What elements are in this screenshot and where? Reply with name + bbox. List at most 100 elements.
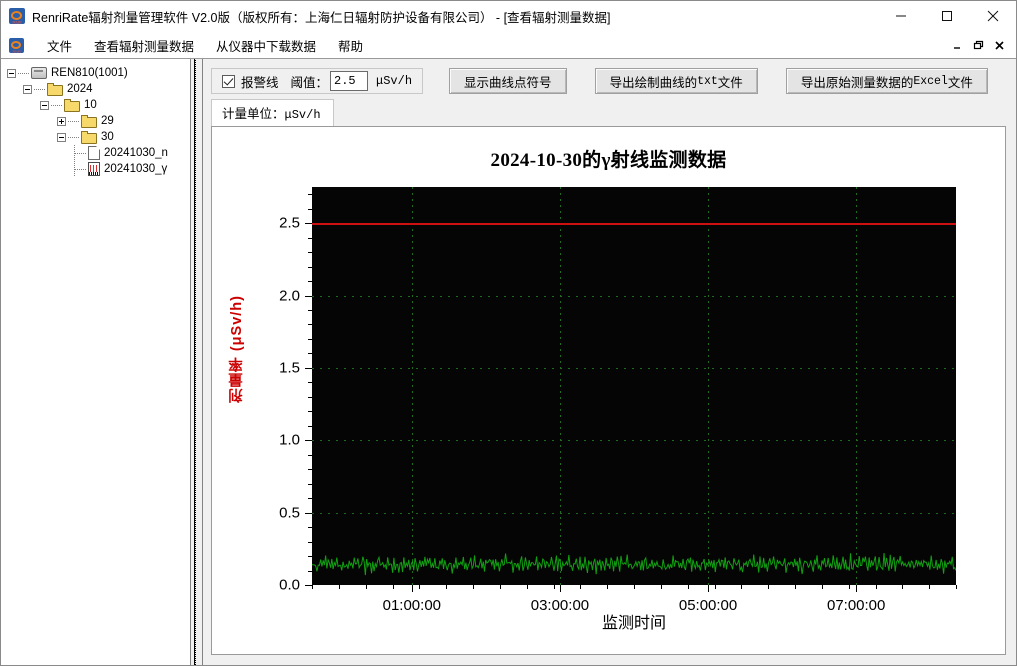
tree-node-device[interactable]: REN810(1001)	[7, 65, 190, 81]
show-curve-symbols-button[interactable]: 显示曲线点符号	[449, 68, 567, 94]
x-tick-mark	[708, 585, 710, 592]
menu-item-file[interactable]: 文件	[47, 39, 73, 54]
tree-node-label: 20241030_γ	[104, 163, 168, 175]
folder-icon	[81, 114, 97, 128]
x-tick-minor	[634, 585, 635, 589]
x-tick-minor	[553, 585, 555, 589]
data-view-panel: 报警线 阈值： 2.5 μSv/h 显示曲线点符号 导出绘制曲线的 txt 文件 导…	[203, 59, 1016, 665]
menu-item-view-data[interactable]: 查看辐射测量数据	[94, 39, 195, 54]
tree-node-year[interactable]: 2024	[7, 81, 190, 97]
chart-frame: 2024-10-30的γ射线监测数据 剂量率 (μSv/h) 0.0 0.5 1.0…	[211, 126, 1006, 655]
tree-node-day-29[interactable]: 29	[7, 113, 190, 129]
series-gamma-dose-rate	[312, 553, 956, 576]
file-icon	[88, 146, 100, 160]
folder-icon	[64, 98, 80, 112]
unit-tab[interactable]: 计量单位：μSv/h	[211, 99, 334, 126]
grid-line-horizontal	[312, 440, 956, 442]
expander-minus-icon[interactable]	[23, 84, 32, 94]
renri-logo-icon	[9, 37, 24, 54]
expander-minus-icon[interactable]	[57, 132, 66, 142]
mdi-restore-icon[interactable]	[968, 34, 989, 56]
x-tick-minor	[365, 585, 367, 589]
x-tick-minor	[714, 585, 716, 589]
tree-node-day-30[interactable]: 30	[7, 129, 190, 145]
x-tick-minor	[312, 585, 313, 589]
x-tick-minor	[821, 585, 823, 589]
tree-connector	[75, 168, 86, 170]
y-tick-minor	[308, 570, 312, 572]
tree-node-label: 2024	[67, 83, 93, 95]
x-tick-minor	[660, 585, 662, 589]
renri-logo-icon	[9, 8, 25, 25]
x-tick-mark	[559, 585, 561, 592]
expander-minus-icon[interactable]	[40, 100, 49, 110]
x-tick-minor	[338, 585, 340, 589]
threshold-input[interactable]: 2.5	[330, 71, 369, 91]
y-tick-label: 2.5	[279, 214, 300, 232]
export-excel-button[interactable]: 导出原始测量数据的 Excel 文件	[785, 68, 988, 94]
x-tick-minor	[741, 585, 743, 589]
y-tick-minor	[308, 310, 312, 312]
export-txt-button[interactable]: 导出绘制曲线的 txt 文件	[594, 68, 758, 94]
alarm-line-checkbox[interactable]	[222, 74, 235, 88]
y-tick-minor	[308, 266, 312, 268]
y-tick-minor	[308, 527, 312, 529]
y-tick-minor	[308, 237, 312, 239]
mdi-minimize-icon[interactable]	[947, 34, 968, 56]
folder-icon	[47, 82, 63, 96]
toolbar: 报警线 阈值： 2.5 μSv/h 显示曲线点符号 导出绘制曲线的 txt 文件 导…	[203, 59, 1016, 94]
y-tick-minor	[308, 208, 312, 210]
x-tick-minor	[929, 585, 931, 589]
unit-tab-row: 计量单位：μSv/h	[203, 99, 1016, 126]
tree-node-file-gamma[interactable]: 20241030_γ	[7, 161, 190, 177]
x-tick-minor	[419, 585, 421, 589]
plot-wrapper: 剂量率 (μSv/h) 0.0 0.5 1.0 1.5 2.0 2.5 01:00:00 03…	[212, 175, 1005, 654]
x-tick-minor	[392, 585, 394, 589]
x-tick-label: 07:00:00	[826, 597, 886, 614]
close-icon[interactable]	[970, 1, 1016, 31]
y-tick-minor	[308, 252, 312, 254]
tree-connector	[51, 104, 62, 106]
x-tick-minor	[446, 585, 448, 589]
y-tick-mark	[305, 440, 312, 442]
x-tick-label: 01:00:00	[382, 597, 442, 614]
threshold-unit-label: μSv/h	[376, 74, 413, 88]
tree-connector	[34, 88, 45, 90]
tree-node-label: 10	[84, 99, 97, 111]
menu-item-download-data[interactable]: 从仪器中下载数据	[216, 39, 317, 54]
tree-node-label: REN810(1001)	[51, 67, 128, 79]
menu-item-help[interactable]: 帮助	[338, 39, 364, 54]
expander-minus-icon[interactable]	[7, 68, 16, 78]
body-split: REN810(1001) 2024 10 29	[1, 59, 1016, 665]
tree-connector	[74, 161, 75, 177]
y-tick-minor	[308, 396, 312, 398]
window-controls	[878, 1, 1016, 31]
x-tick-minor	[687, 585, 689, 589]
tree-connector	[68, 136, 79, 138]
y-tick-label: 1.0	[279, 431, 300, 449]
grid-line-horizontal	[312, 512, 956, 514]
threshold-label: 阈值：	[290, 75, 329, 90]
maximize-icon[interactable]	[924, 1, 970, 31]
y-tick-minor	[308, 454, 312, 456]
x-tick-mark	[856, 585, 858, 592]
chart-title: 2024-10-30的γ射线监测数据	[490, 150, 727, 171]
x-tick-minor	[580, 585, 582, 589]
y-tick-minor	[308, 353, 312, 355]
window-title: RenriRate辐射剂量管理软件 V2.0版（版权所有：上海仁日辐射防护设备有…	[32, 10, 611, 25]
pane-splitter[interactable]	[191, 59, 203, 665]
menu-bar: 文件 查看辐射测量数据 从仪器中下载数据 帮助	[1, 32, 1016, 59]
grid-line-horizontal	[312, 295, 956, 297]
y-tick-minor	[308, 382, 312, 384]
y-tick-minor	[308, 498, 312, 500]
minimize-icon[interactable]	[878, 1, 924, 31]
y-tick-mark	[305, 223, 312, 225]
tree-node-month[interactable]: 10	[7, 97, 190, 113]
tree-node-file-neutron[interactable]: 20241030_n	[7, 145, 190, 161]
y-tick-minor	[308, 541, 312, 543]
x-tick-minor	[499, 585, 501, 589]
mdi-close-icon[interactable]	[989, 34, 1010, 56]
device-tree[interactable]: REN810(1001) 2024 10 29	[1, 59, 191, 665]
expander-plus-icon[interactable]	[57, 116, 66, 126]
